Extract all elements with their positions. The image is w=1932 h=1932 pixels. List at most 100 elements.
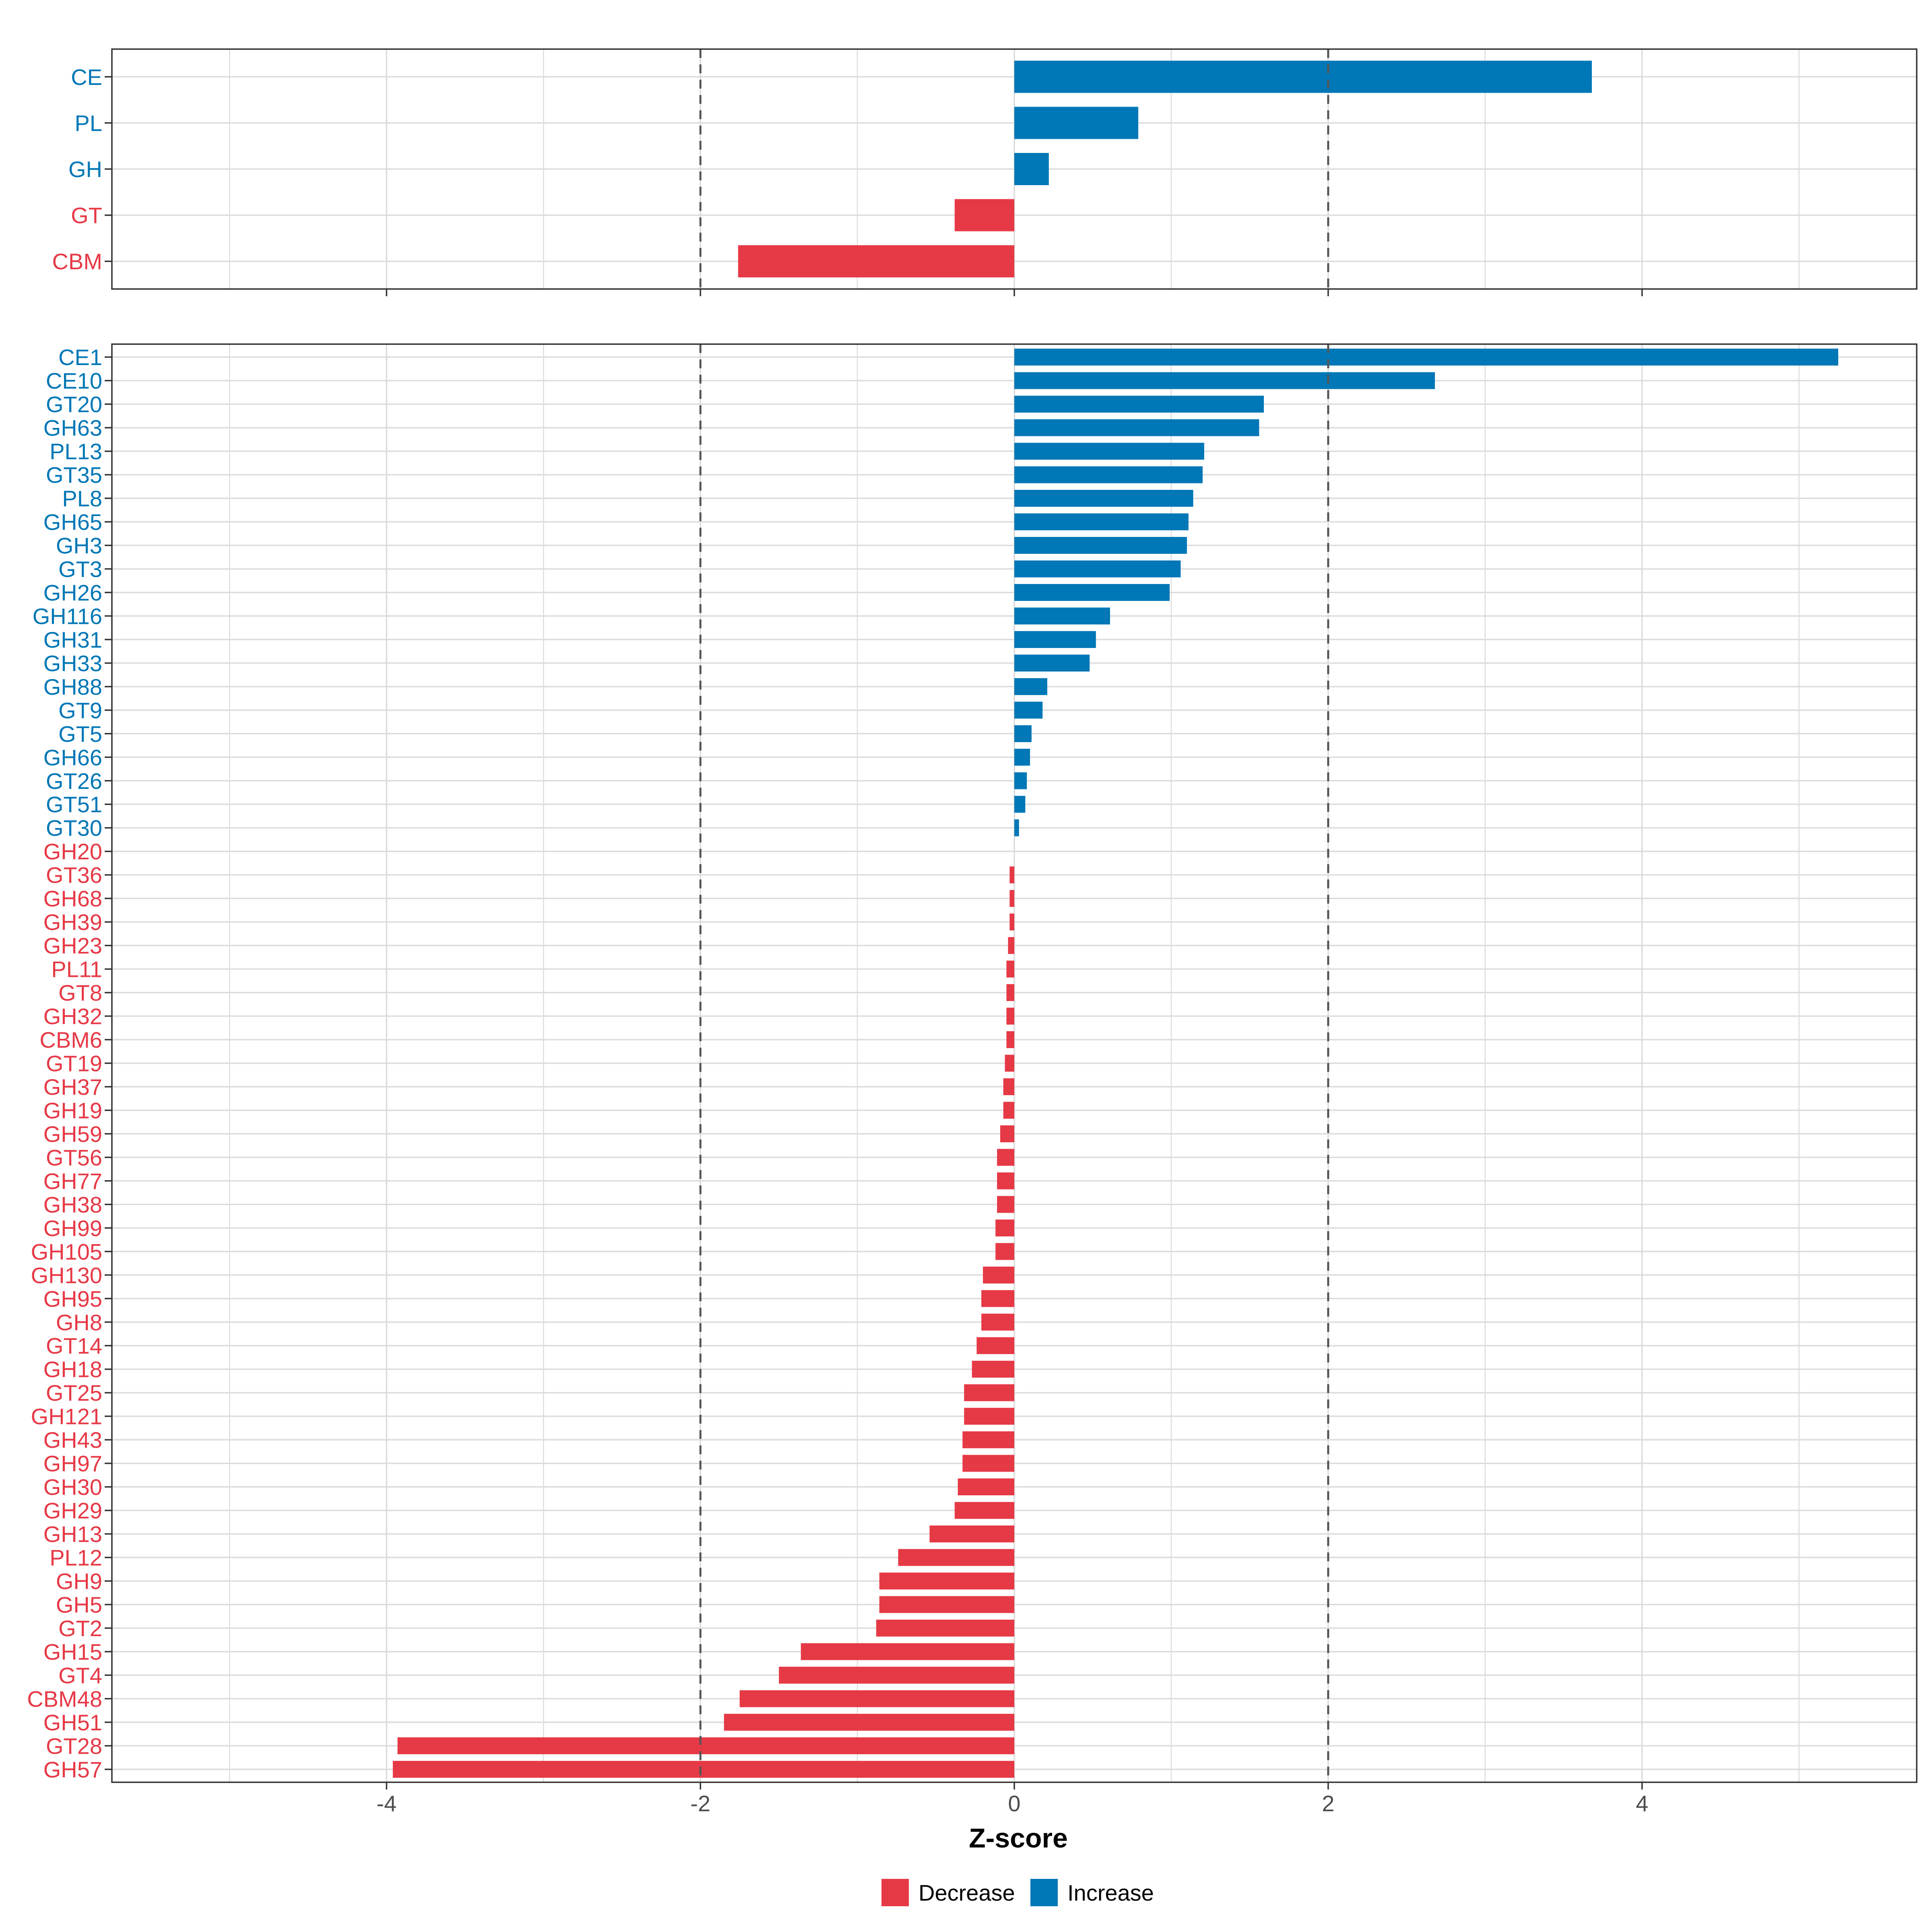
category-label: GH68 [43, 886, 102, 911]
bar [1014, 796, 1026, 813]
category-label: GT [71, 203, 102, 228]
x-tick-label: -4 [376, 1791, 396, 1816]
category-label: GH63 [43, 415, 102, 441]
category-label: GT3 [58, 556, 102, 582]
bar [981, 1313, 1014, 1331]
bar [995, 1219, 1014, 1236]
bar [1014, 466, 1203, 483]
category-label: CBM48 [27, 1686, 102, 1711]
bar [929, 1525, 1014, 1543]
bar [964, 1384, 1014, 1402]
bar [879, 1596, 1014, 1613]
category-label: GH [68, 157, 102, 182]
category-label: GT20 [46, 392, 102, 417]
legend-label: Increase [1067, 1880, 1154, 1905]
category-label: PL11 [51, 957, 102, 982]
x-tick-label: 2 [1322, 1791, 1334, 1816]
category-label: GH30 [43, 1474, 102, 1500]
category-label: GT28 [46, 1733, 102, 1759]
bar [1014, 607, 1110, 625]
bar [1005, 1055, 1014, 1072]
legend-swatch [1030, 1879, 1058, 1906]
bar [981, 1290, 1014, 1307]
legend-label: Decrease [919, 1880, 1015, 1905]
category-label: GH116 [33, 603, 102, 629]
bar [1014, 349, 1839, 366]
category-label: GH95 [43, 1286, 102, 1311]
bar [997, 1149, 1014, 1166]
bar [1014, 443, 1204, 460]
category-label: PL12 [50, 1545, 102, 1571]
bar [1014, 372, 1435, 389]
bar [1014, 772, 1027, 789]
category-label: GH88 [43, 674, 102, 700]
category-label: PL13 [50, 439, 102, 464]
x-tick-label: 4 [1636, 1791, 1648, 1816]
category-label: GH23 [43, 933, 102, 958]
bar [397, 1737, 1014, 1754]
category-label: GH39 [43, 910, 102, 935]
category-label: GH9 [56, 1569, 102, 1594]
bar [1014, 419, 1259, 436]
bar [801, 1643, 1014, 1660]
category-label: GH33 [43, 650, 102, 676]
bar [1006, 1031, 1014, 1049]
bar [724, 1713, 1014, 1731]
bar [898, 1549, 1014, 1566]
bar [1014, 60, 1592, 93]
category-label: GH37 [43, 1074, 102, 1100]
bar [1014, 702, 1043, 719]
bar [954, 199, 1014, 231]
category-label: GT35 [46, 462, 102, 488]
category-label: GH59 [43, 1121, 102, 1147]
bottom-panel: CE1CE10GT20GH63PL13GT35PL8GH65GH3GT3GH26… [27, 343, 1918, 1790]
bar [879, 1573, 1014, 1590]
bar [1000, 1125, 1014, 1142]
category-label: GH26 [43, 580, 102, 605]
category-label: PL8 [62, 486, 102, 511]
category-label: GH8 [56, 1310, 102, 1335]
category-label: GH77 [43, 1168, 102, 1194]
bar [779, 1666, 1014, 1684]
bar [1003, 1078, 1014, 1095]
category-label: GT19 [46, 1051, 102, 1076]
category-label: GT14 [46, 1333, 102, 1358]
bar [1014, 678, 1047, 695]
category-label: PL [75, 110, 103, 136]
category-label: CE1 [58, 345, 102, 370]
x-tick-label: -2 [690, 1791, 710, 1816]
bar [1014, 107, 1139, 139]
bar [1014, 584, 1170, 601]
category-label: CE10 [46, 368, 102, 394]
bar [1014, 490, 1193, 507]
category-label: GT56 [46, 1145, 102, 1170]
legend: Decrease Increase [881, 1879, 1154, 1906]
category-label: GT9 [58, 698, 102, 723]
category-label: GT30 [46, 815, 102, 841]
category-label: GH13 [43, 1521, 102, 1547]
bar [1014, 537, 1187, 554]
bar [1003, 1102, 1014, 1119]
bar [958, 1478, 1014, 1496]
bar [962, 1455, 1014, 1472]
category-label: GH38 [43, 1192, 102, 1217]
category-label: GH32 [43, 1004, 102, 1029]
bar [1014, 654, 1090, 672]
bar [1014, 513, 1189, 530]
bar [1008, 937, 1014, 954]
category-label: GH31 [43, 627, 102, 652]
category-label: CBM [52, 249, 102, 274]
bar [997, 1172, 1014, 1189]
bar [983, 1266, 1014, 1284]
bar [1009, 913, 1014, 931]
bar [1006, 984, 1014, 1001]
bar [1014, 749, 1030, 766]
bar [1009, 890, 1014, 907]
bar [1006, 960, 1014, 978]
bar [1014, 819, 1019, 836]
category-label: GT8 [58, 980, 102, 1005]
bar [739, 1690, 1014, 1707]
category-label: GH19 [43, 1098, 102, 1123]
category-label: GH65 [43, 510, 102, 535]
category-label: GT4 [58, 1663, 102, 1688]
